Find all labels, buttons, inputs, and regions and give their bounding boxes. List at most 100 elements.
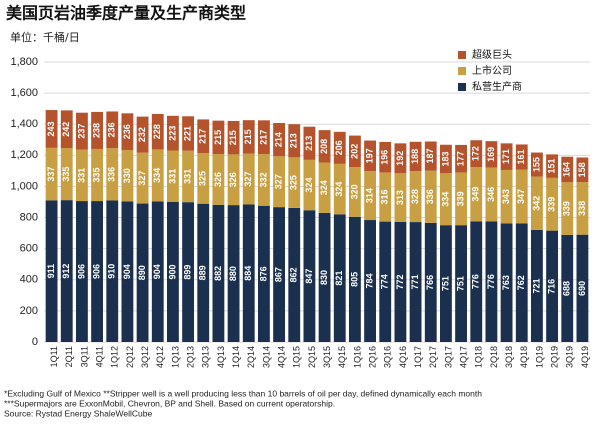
bar-segment <box>394 221 407 342</box>
bar-segment <box>440 173 452 226</box>
value-label: 172 <box>471 146 481 161</box>
value-label: 164 <box>562 162 572 177</box>
value-label: 177 <box>455 151 465 166</box>
bar-segment <box>227 205 240 342</box>
bar-segment <box>561 182 574 235</box>
bar-segment <box>182 202 194 342</box>
value-label: 776 <box>471 274 481 289</box>
bar-segment <box>379 221 392 342</box>
value-label: 347 <box>516 189 526 204</box>
value-label: 336 <box>425 189 435 204</box>
y-tick-label: 200 <box>20 305 38 317</box>
value-label: 911 <box>46 264 56 279</box>
bar-segment <box>197 119 210 154</box>
value-label: 326 <box>213 172 223 187</box>
value-label: 215 <box>213 130 223 145</box>
bar-segment <box>515 169 528 224</box>
bar-segment <box>364 171 376 221</box>
value-label: 192 <box>395 151 405 166</box>
bar-segment <box>440 225 452 342</box>
bar-segment <box>91 201 103 342</box>
bar-segment <box>576 234 589 342</box>
value-label: 236 <box>107 122 117 137</box>
bar-segment <box>121 201 134 342</box>
y-tick-label: 0 <box>32 336 38 348</box>
bar-segment <box>136 203 149 342</box>
bar-segment <box>227 154 240 206</box>
value-label: 238 <box>91 123 101 138</box>
value-label: 316 <box>380 190 390 205</box>
bar-segment <box>303 126 316 160</box>
footnote: ***Supermajors are ExxonMobil, Chevron, … <box>4 398 335 408</box>
bar-segment <box>288 124 301 158</box>
legend-swatch <box>458 51 466 59</box>
value-label: 324 <box>319 180 329 195</box>
value-label: 805 <box>349 272 359 287</box>
legend-swatch <box>458 67 466 75</box>
bar-segment <box>45 200 58 342</box>
x-tick-label: 2Q16 <box>367 346 377 368</box>
bar-segment <box>561 156 574 183</box>
x-tick-label: 3Q11 <box>79 346 89 367</box>
bar-segment <box>333 214 346 342</box>
bar-segment <box>409 141 422 172</box>
bar-segment <box>106 111 119 149</box>
legend-swatch <box>458 83 466 91</box>
x-tick-label: 2Q18 <box>489 346 499 368</box>
value-label: 236 <box>122 124 132 139</box>
value-label: 155 <box>531 157 541 172</box>
bar-segment <box>379 172 392 222</box>
bar-segment <box>76 149 88 202</box>
chart-subtitle: 单位：千桶/日 <box>10 30 80 44</box>
value-label: 327 <box>137 171 147 186</box>
bar-segment <box>531 229 543 342</box>
bar-segment <box>515 223 528 342</box>
legend-label: 超级巨头 <box>472 48 512 61</box>
y-tick-label: 1,800 <box>10 56 38 68</box>
x-tick-label: 2Q19 <box>549 346 559 368</box>
bar-segment <box>409 222 422 342</box>
bar-segment <box>546 154 558 178</box>
y-tick-label: 800 <box>20 211 38 223</box>
value-label: 213 <box>289 133 299 148</box>
y-tick-label: 1,200 <box>10 149 38 161</box>
value-label: 327 <box>273 174 283 189</box>
bar-segment <box>258 205 270 342</box>
value-label: 906 <box>91 264 101 279</box>
bar-segment <box>531 176 543 230</box>
value-label: 332 <box>258 172 268 187</box>
value-label: 327 <box>243 172 253 187</box>
x-tick-label: 3Q16 <box>383 346 393 368</box>
value-label: 221 <box>182 126 192 141</box>
value-label: 208 <box>319 139 329 154</box>
bar-segment <box>242 153 255 205</box>
value-label: 338 <box>577 201 587 216</box>
bar-segment <box>167 202 179 342</box>
bar-segment <box>151 201 164 342</box>
x-tick-label: 1Q14 <box>231 346 241 368</box>
bar-segment <box>288 157 301 208</box>
x-tick-label: 3Q18 <box>504 346 514 368</box>
value-label: 882 <box>213 266 223 281</box>
value-label: 328 <box>410 189 420 204</box>
bar-segment <box>91 111 103 149</box>
value-label: 243 <box>46 121 56 136</box>
value-label: 784 <box>364 274 374 289</box>
bar-segment <box>167 115 179 151</box>
value-label: 339 <box>546 197 556 212</box>
value-label: 774 <box>380 274 390 289</box>
x-tick-label: 2Q13 <box>185 346 195 368</box>
x-tick-label: 1Q11 <box>49 346 59 367</box>
bar-segment <box>500 169 513 224</box>
bar-segment <box>45 147 58 201</box>
value-label: 751 <box>440 276 450 291</box>
bar-segment <box>91 148 103 202</box>
value-label: 151 <box>546 159 556 174</box>
bar-segment <box>212 120 225 155</box>
bar-segment <box>424 222 437 342</box>
bar-segment <box>333 131 346 164</box>
bar-segment <box>197 203 210 342</box>
value-label: 197 <box>364 148 374 163</box>
y-tick-label: 1,000 <box>10 180 38 192</box>
x-tick-label: 3Q17 <box>443 346 453 368</box>
